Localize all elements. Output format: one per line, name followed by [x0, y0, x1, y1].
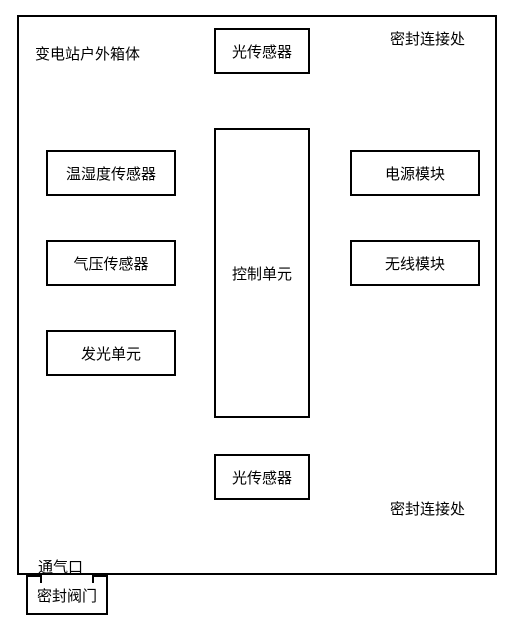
- label-title: 变电站户外箱体: [35, 43, 140, 64]
- node-label-valve: 密封阀门: [37, 585, 97, 606]
- node-control: 控制单元: [214, 128, 310, 418]
- node-emit: 发光单元: [46, 330, 176, 376]
- node-label-temp_hum: 温湿度传感器: [66, 163, 156, 184]
- label-vent_label: 通气口: [38, 556, 83, 577]
- node-label-control: 控制单元: [232, 263, 292, 284]
- node-light_top: 光传感器: [214, 28, 310, 74]
- node-pressure: 气压传感器: [46, 240, 176, 286]
- node-label-light_bot: 光传感器: [232, 467, 292, 488]
- node-label-wireless: 无线模块: [385, 253, 445, 274]
- node-light_bot: 光传感器: [214, 454, 310, 500]
- label-bot_annot: 密封连接处: [390, 498, 465, 519]
- node-label-emit: 发光单元: [81, 343, 141, 364]
- node-label-power: 电源模块: [385, 163, 445, 184]
- vent-stub: [40, 575, 94, 583]
- node-power: 电源模块: [350, 150, 480, 196]
- node-temp_hum: 温湿度传感器: [46, 150, 176, 196]
- node-label-light_top: 光传感器: [232, 41, 292, 62]
- node-label-pressure: 气压传感器: [73, 253, 148, 274]
- label-top_annot: 密封连接处: [390, 28, 465, 49]
- node-wireless: 无线模块: [350, 240, 480, 286]
